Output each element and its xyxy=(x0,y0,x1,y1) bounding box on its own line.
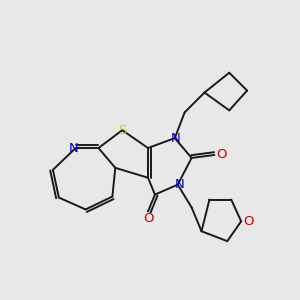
Text: N: N xyxy=(69,142,79,154)
Text: S: S xyxy=(118,124,126,137)
Text: O: O xyxy=(243,215,253,228)
Text: O: O xyxy=(216,148,226,161)
Text: N: N xyxy=(171,132,181,145)
Text: N: N xyxy=(175,178,184,191)
Text: O: O xyxy=(143,212,153,225)
